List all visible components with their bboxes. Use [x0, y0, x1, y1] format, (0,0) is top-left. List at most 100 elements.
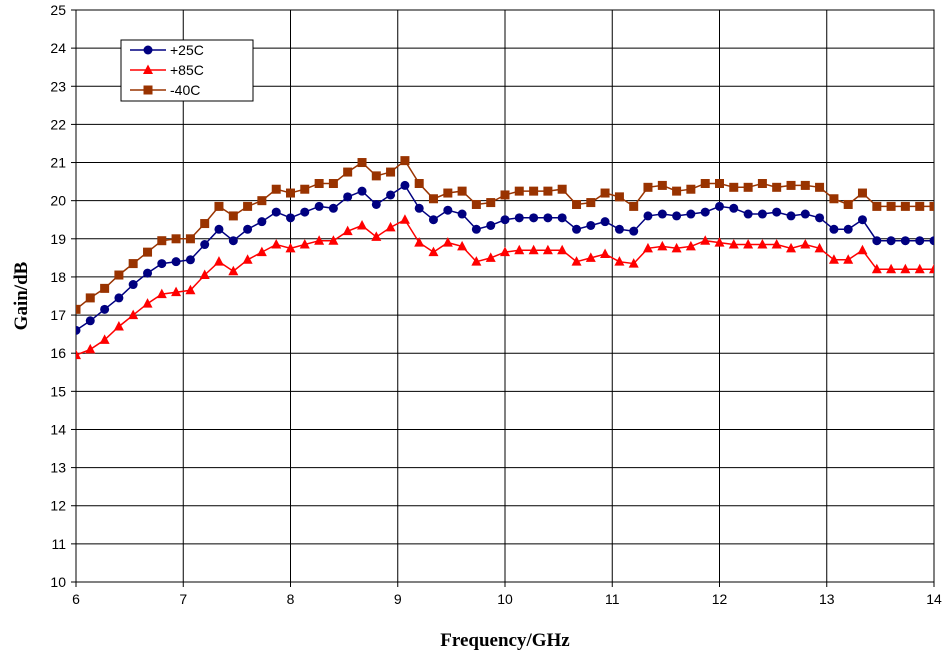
- data-point: [772, 182, 782, 192]
- data-point: [371, 171, 381, 181]
- data-point: [228, 236, 238, 246]
- data-point: [514, 186, 524, 196]
- data-point: [514, 213, 524, 223]
- data-point: [629, 226, 639, 236]
- data-point: [642, 242, 653, 253]
- legend-marker: [143, 64, 153, 74]
- series-lines: [76, 156, 934, 360]
- data-point: [314, 201, 324, 211]
- data-point: [399, 214, 410, 224]
- data-point: [543, 186, 553, 196]
- y-tick-label: 16: [50, 345, 66, 361]
- data-point: [485, 252, 496, 262]
- y-axis-title: Gain/dB: [11, 261, 32, 330]
- data-point: [113, 321, 124, 331]
- data-point: [442, 237, 453, 247]
- data-point: [643, 211, 653, 221]
- data-point: [786, 180, 796, 190]
- data-point: [714, 237, 725, 247]
- data-point: [271, 184, 281, 194]
- data-point: [371, 199, 381, 209]
- data-point: [857, 244, 868, 255]
- x-tick-label: 12: [712, 591, 728, 607]
- data-point: [586, 220, 596, 230]
- y-tick-label: 13: [50, 460, 66, 476]
- data-point: [528, 244, 539, 255]
- data-point: [786, 211, 796, 221]
- data-point: [185, 284, 196, 295]
- data-point: [700, 179, 710, 189]
- data-point: [286, 188, 295, 198]
- data-point: [542, 244, 553, 255]
- data-point: [286, 213, 295, 223]
- data-point: [857, 188, 867, 198]
- data-point: [715, 201, 724, 211]
- data-point: [428, 194, 438, 204]
- data-point: [414, 237, 425, 247]
- data-point: [543, 213, 553, 223]
- data-point: [285, 242, 296, 253]
- data-point: [457, 209, 467, 219]
- data-point: [872, 236, 882, 246]
- data-point: [400, 156, 410, 166]
- data-point: [171, 286, 182, 297]
- legend-label: -40C: [170, 82, 200, 98]
- data-point: [686, 209, 696, 219]
- data-point: [328, 235, 339, 245]
- data-point: [156, 288, 167, 299]
- data-point: [414, 203, 424, 213]
- x-tick-label: 8: [287, 591, 295, 607]
- y-tick-label: 18: [50, 269, 66, 285]
- legend-label: +85C: [170, 62, 204, 78]
- data-point: [228, 265, 239, 276]
- x-tick-label: 10: [497, 591, 513, 607]
- data-point: [500, 190, 510, 200]
- data-point: [571, 256, 582, 266]
- data-point: [643, 182, 653, 192]
- data-point: [929, 263, 934, 274]
- data-point: [585, 252, 596, 262]
- data-point: [757, 239, 768, 249]
- data-point: [457, 240, 468, 251]
- series-square: [76, 156, 934, 314]
- y-tick-label: 15: [50, 383, 66, 399]
- data-point: [486, 220, 496, 230]
- data-point: [300, 184, 310, 194]
- data-point: [157, 259, 167, 269]
- data-point: [828, 254, 839, 264]
- data-point: [85, 343, 96, 354]
- data-point: [386, 167, 396, 177]
- data-point: [929, 201, 934, 211]
- data-point: [771, 239, 782, 249]
- data-point: [800, 180, 810, 190]
- data-point: [700, 235, 711, 245]
- y-tick-labels: 10 11 12 13 14 15 16 17 18 19 20 21 22 23 24 25: [50, 2, 66, 590]
- data-point: [872, 201, 882, 211]
- data-point: [342, 225, 353, 236]
- data-point: [900, 263, 911, 274]
- data-point: [886, 236, 896, 246]
- y-tick-label: 10: [50, 574, 66, 590]
- data-point: [314, 235, 325, 245]
- data-point: [657, 240, 668, 251]
- data-point: [557, 244, 568, 255]
- data-point: [243, 224, 253, 234]
- data-point: [114, 293, 124, 303]
- data-point: [143, 247, 153, 257]
- data-point: [671, 242, 682, 253]
- data-point: [185, 255, 195, 265]
- data-point: [729, 203, 739, 213]
- data-point: [886, 263, 897, 274]
- data-point: [786, 242, 797, 253]
- data-point: [128, 259, 138, 269]
- data-point: [99, 334, 110, 344]
- data-point: [386, 190, 396, 200]
- data-point: [400, 180, 410, 190]
- data-point: [100, 283, 110, 293]
- data-point: [772, 207, 782, 217]
- y-tick-label: 14: [50, 421, 66, 437]
- data-point: [76, 349, 81, 360]
- data-point: [300, 207, 310, 217]
- data-point: [728, 239, 739, 249]
